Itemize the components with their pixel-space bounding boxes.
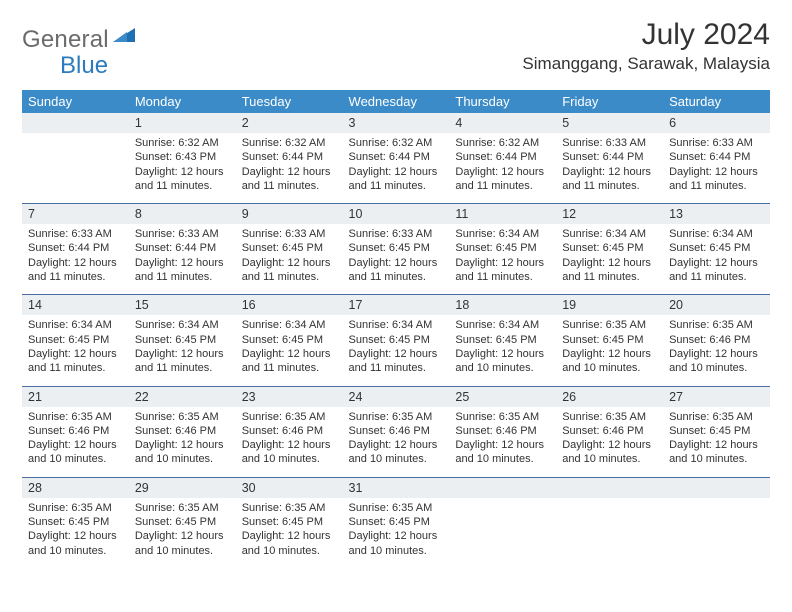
daynum-row: 21222324252627 — [22, 386, 770, 407]
day-number-cell: 3 — [343, 113, 450, 133]
day-content-cell: Sunrise: 6:35 AMSunset: 6:46 PMDaylight:… — [343, 407, 450, 478]
day-content-cell: Sunrise: 6:34 AMSunset: 6:45 PMDaylight:… — [556, 224, 663, 295]
day-content-cell: Sunrise: 6:35 AMSunset: 6:46 PMDaylight:… — [236, 407, 343, 478]
day-number-cell: 2 — [236, 113, 343, 133]
dow-header-row: Sunday Monday Tuesday Wednesday Thursday… — [22, 90, 770, 113]
day-content-cell: Sunrise: 6:33 AMSunset: 6:45 PMDaylight:… — [343, 224, 450, 295]
day-content-cell — [556, 498, 663, 568]
day-number-cell: 9 — [236, 204, 343, 225]
day-content-cell: Sunrise: 6:35 AMSunset: 6:45 PMDaylight:… — [22, 498, 129, 568]
day-content-cell: Sunrise: 6:35 AMSunset: 6:45 PMDaylight:… — [129, 498, 236, 568]
day-content-cell: Sunrise: 6:34 AMSunset: 6:45 PMDaylight:… — [343, 315, 450, 386]
dow-monday: Monday — [129, 90, 236, 113]
day-content-cell: Sunrise: 6:32 AMSunset: 6:44 PMDaylight:… — [343, 133, 450, 204]
day-content-cell: Sunrise: 6:35 AMSunset: 6:45 PMDaylight:… — [343, 498, 450, 568]
day-number-cell: 1 — [129, 113, 236, 133]
day-content-cell: Sunrise: 6:35 AMSunset: 6:46 PMDaylight:… — [663, 315, 770, 386]
logo-triangle-icon — [113, 26, 135, 49]
day-number-cell: 6 — [663, 113, 770, 133]
daynum-row: 78910111213 — [22, 204, 770, 225]
day-content-cell — [449, 498, 556, 568]
day-content-cell: Sunrise: 6:33 AMSunset: 6:44 PMDaylight:… — [556, 133, 663, 204]
day-content-cell: Sunrise: 6:32 AMSunset: 6:44 PMDaylight:… — [236, 133, 343, 204]
day-number-cell: 21 — [22, 386, 129, 407]
day-content-cell: Sunrise: 6:33 AMSunset: 6:44 PMDaylight:… — [129, 224, 236, 295]
day-content-cell — [22, 133, 129, 204]
dow-tuesday: Tuesday — [236, 90, 343, 113]
day-number-cell: 23 — [236, 386, 343, 407]
dow-sunday: Sunday — [22, 90, 129, 113]
day-number-cell: 29 — [129, 477, 236, 498]
logo-text-blue: Blue — [60, 52, 108, 79]
day-number-cell: 8 — [129, 204, 236, 225]
day-content-cell: Sunrise: 6:33 AMSunset: 6:44 PMDaylight:… — [663, 133, 770, 204]
day-content-cell: Sunrise: 6:35 AMSunset: 6:46 PMDaylight:… — [22, 407, 129, 478]
daynum-row: 14151617181920 — [22, 295, 770, 316]
day-content-row: Sunrise: 6:33 AMSunset: 6:44 PMDaylight:… — [22, 224, 770, 295]
day-number-cell — [663, 477, 770, 498]
dow-thursday: Thursday — [449, 90, 556, 113]
daynum-row: 123456 — [22, 113, 770, 133]
day-number-cell — [556, 477, 663, 498]
logo-text-general: General — [22, 26, 109, 54]
day-content-cell: Sunrise: 6:33 AMSunset: 6:45 PMDaylight:… — [236, 224, 343, 295]
day-number-cell: 28 — [22, 477, 129, 498]
day-number-cell: 7 — [22, 204, 129, 225]
day-content-row: Sunrise: 6:34 AMSunset: 6:45 PMDaylight:… — [22, 315, 770, 386]
dow-wednesday: Wednesday — [343, 90, 450, 113]
day-content-cell: Sunrise: 6:34 AMSunset: 6:45 PMDaylight:… — [449, 224, 556, 295]
day-content-cell: Sunrise: 6:34 AMSunset: 6:45 PMDaylight:… — [663, 224, 770, 295]
day-content-cell: Sunrise: 6:35 AMSunset: 6:45 PMDaylight:… — [556, 315, 663, 386]
day-content-row: Sunrise: 6:35 AMSunset: 6:45 PMDaylight:… — [22, 498, 770, 568]
calendar-table: Sunday Monday Tuesday Wednesday Thursday… — [22, 90, 770, 568]
day-number-cell: 14 — [22, 295, 129, 316]
day-number-cell: 11 — [449, 204, 556, 225]
day-content-row: Sunrise: 6:35 AMSunset: 6:46 PMDaylight:… — [22, 407, 770, 478]
day-number-cell: 18 — [449, 295, 556, 316]
day-content-cell: Sunrise: 6:33 AMSunset: 6:44 PMDaylight:… — [22, 224, 129, 295]
day-content-cell: Sunrise: 6:34 AMSunset: 6:45 PMDaylight:… — [22, 315, 129, 386]
day-content-cell: Sunrise: 6:34 AMSunset: 6:45 PMDaylight:… — [129, 315, 236, 386]
month-title: July 2024 — [522, 18, 770, 52]
day-number-cell: 15 — [129, 295, 236, 316]
day-content-cell: Sunrise: 6:32 AMSunset: 6:44 PMDaylight:… — [449, 133, 556, 204]
day-content-cell: Sunrise: 6:35 AMSunset: 6:45 PMDaylight:… — [663, 407, 770, 478]
location-subtitle: Simanggang, Sarawak, Malaysia — [522, 54, 770, 74]
day-number-cell: 10 — [343, 204, 450, 225]
day-content-cell: Sunrise: 6:34 AMSunset: 6:45 PMDaylight:… — [236, 315, 343, 386]
day-number-cell: 22 — [129, 386, 236, 407]
day-number-cell: 4 — [449, 113, 556, 133]
dow-saturday: Saturday — [663, 90, 770, 113]
day-number-cell: 12 — [556, 204, 663, 225]
day-number-cell: 20 — [663, 295, 770, 316]
day-number-cell: 26 — [556, 386, 663, 407]
day-number-cell — [449, 477, 556, 498]
logo: General — [22, 18, 137, 54]
day-content-cell: Sunrise: 6:35 AMSunset: 6:46 PMDaylight:… — [129, 407, 236, 478]
day-number-cell: 30 — [236, 477, 343, 498]
day-number-cell: 25 — [449, 386, 556, 407]
day-number-cell: 19 — [556, 295, 663, 316]
dow-friday: Friday — [556, 90, 663, 113]
day-number-cell: 24 — [343, 386, 450, 407]
day-content-cell: Sunrise: 6:34 AMSunset: 6:45 PMDaylight:… — [449, 315, 556, 386]
day-content-row: Sunrise: 6:32 AMSunset: 6:43 PMDaylight:… — [22, 133, 770, 204]
day-number-cell: 17 — [343, 295, 450, 316]
day-number-cell — [22, 113, 129, 133]
day-content-cell: Sunrise: 6:35 AMSunset: 6:46 PMDaylight:… — [449, 407, 556, 478]
day-number-cell: 31 — [343, 477, 450, 498]
day-content-cell: Sunrise: 6:35 AMSunset: 6:46 PMDaylight:… — [556, 407, 663, 478]
day-content-cell — [663, 498, 770, 568]
day-content-cell: Sunrise: 6:35 AMSunset: 6:45 PMDaylight:… — [236, 498, 343, 568]
day-number-cell: 5 — [556, 113, 663, 133]
day-number-cell: 16 — [236, 295, 343, 316]
daynum-row: 28293031 — [22, 477, 770, 498]
day-number-cell: 27 — [663, 386, 770, 407]
day-content-cell: Sunrise: 6:32 AMSunset: 6:43 PMDaylight:… — [129, 133, 236, 204]
day-number-cell: 13 — [663, 204, 770, 225]
